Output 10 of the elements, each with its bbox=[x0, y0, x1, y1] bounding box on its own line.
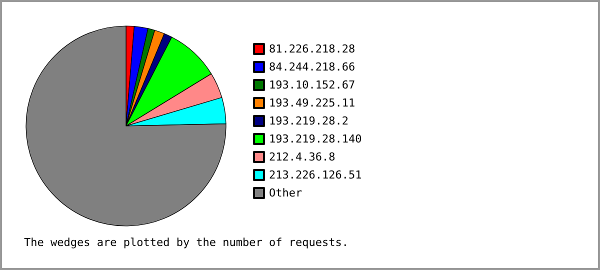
legend-label: 212.4.36.8 bbox=[269, 150, 336, 164]
legend-label: 81.226.218.28 bbox=[269, 42, 356, 56]
legend-label: 84.244.218.66 bbox=[269, 60, 356, 74]
text: The wedges are plotted by the number of requests. bbox=[24, 236, 349, 249]
legend-label: 213.226.126.51 bbox=[269, 168, 362, 182]
legend-label: 193.49.225.11 bbox=[269, 96, 356, 110]
legend-label: 193.219.28.140 bbox=[269, 132, 362, 146]
legend-label: Other bbox=[269, 186, 302, 200]
legend-label: 193.10.152.67 bbox=[269, 78, 356, 92]
legend-label: 193.219.28.2 bbox=[269, 114, 348, 128]
